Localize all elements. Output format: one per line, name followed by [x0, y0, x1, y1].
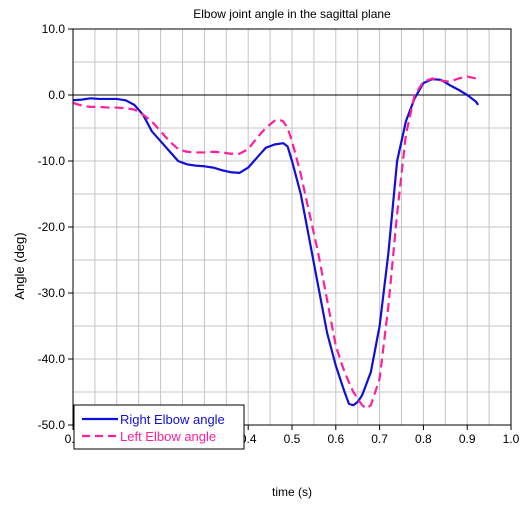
- legend-label: Right Elbow angle: [120, 412, 225, 427]
- x-tick-label: 1.0: [503, 432, 520, 446]
- x-tick-label: 0.7: [371, 432, 388, 446]
- x-tick-label: 0.8: [415, 432, 432, 446]
- grid: [72, 28, 512, 426]
- y-tick-label: -40.0: [38, 352, 66, 366]
- x-tick-label: 0.9: [459, 432, 476, 446]
- x-tick-label: 0.6: [327, 432, 344, 446]
- y-tick-label: 10.0: [42, 22, 66, 36]
- x-tick-label: 0.5: [284, 432, 301, 446]
- legend: Right Elbow angle Left Elbow angle: [73, 404, 245, 450]
- y-tick-label: -50.0: [38, 418, 66, 432]
- series-line-left-elbow: [72, 75, 481, 410]
- legend-label: Left Elbow angle: [120, 429, 216, 444]
- y-tick-label: -30.0: [38, 286, 66, 300]
- chart-title: Elbow joint angle in the sagittal plane: [193, 7, 391, 21]
- y-tick-label: 0.0: [48, 88, 65, 102]
- series-line-right-elbow: [72, 78, 480, 407]
- tick-labels: 0.00.10.20.30.40.50.60.70.80.91.010.00.0…: [38, 22, 520, 446]
- y-tick-label: -10.0: [38, 154, 66, 168]
- legend-box: [73, 404, 245, 450]
- y-tick-label: -20.0: [38, 220, 66, 234]
- y-axis-label: Angle (deg): [12, 232, 27, 299]
- x-axis-label: time (s): [272, 485, 312, 499]
- series-lines: [72, 75, 481, 410]
